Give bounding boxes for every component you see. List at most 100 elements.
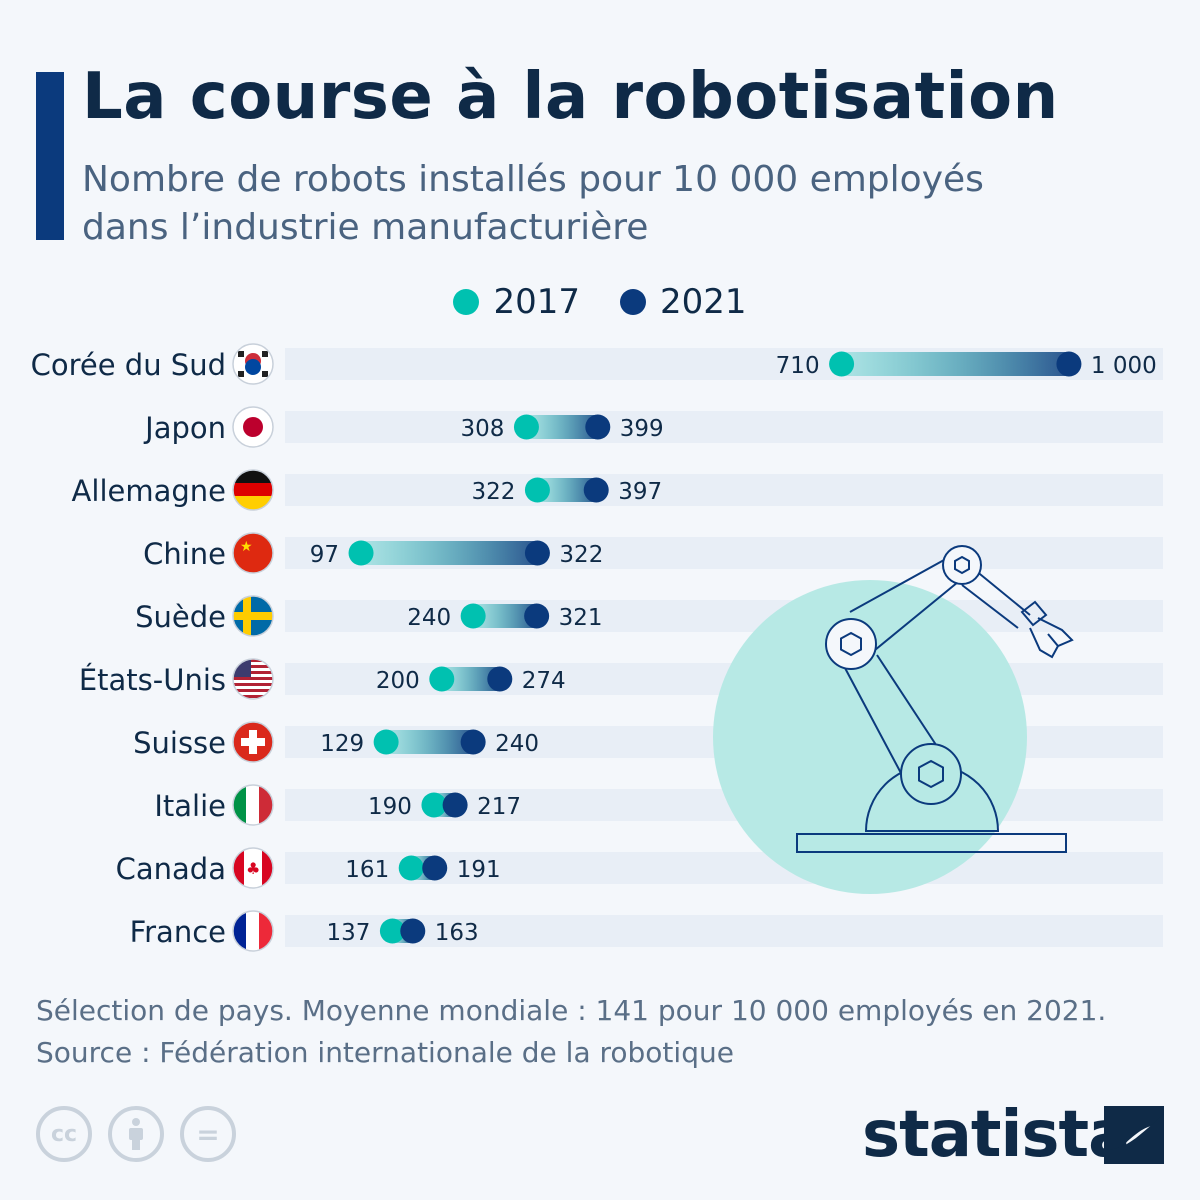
- flag-part: [233, 848, 244, 888]
- country-label: Japon: [143, 411, 226, 445]
- flag-border: [232, 721, 274, 763]
- dot-2017: [460, 603, 486, 629]
- dot-2017: [379, 918, 405, 944]
- legend-label-2017: 2017: [493, 282, 580, 322]
- dot-2021: [400, 918, 426, 944]
- flag-part: [233, 689, 273, 692]
- flag-part: [245, 359, 261, 375]
- country-label: Suède: [135, 600, 226, 634]
- robot-lower-arm: [844, 654, 943, 776]
- flag-border: [232, 469, 274, 511]
- dot-2017: [513, 414, 539, 440]
- statista-logo[interactable]: statista: [862, 1098, 1131, 1172]
- title-accent-bar: [36, 72, 64, 240]
- robot-base-plate: [796, 833, 1067, 853]
- robot-upper-arm: [849, 559, 959, 651]
- flag-border: [232, 595, 274, 637]
- dot-2021: [585, 414, 611, 440]
- flag-part: [262, 351, 268, 357]
- legend-label-2021: 2021: [660, 282, 747, 322]
- value-label-2021: 163: [435, 920, 479, 946]
- switzerland-flag-icon: [233, 722, 273, 762]
- legend: 2017 2021: [0, 282, 1200, 322]
- value-label-2021: 321: [559, 605, 603, 631]
- flag-part: [246, 911, 260, 951]
- country-label: États-Unis: [79, 663, 226, 697]
- flag-border: [232, 910, 274, 952]
- no-derivatives-icon[interactable]: =: [180, 1106, 236, 1162]
- flag-part: [233, 686, 273, 689]
- page-title: La course à la robotisation: [82, 60, 1059, 134]
- country-label: France: [130, 915, 226, 949]
- country-label: Italie: [154, 789, 226, 823]
- subtitle: Nombre de robots installés pour 10 000 e…: [82, 156, 1082, 252]
- sweden-flag-icon: [233, 596, 273, 636]
- flag-part: [233, 612, 273, 620]
- flag-part: [238, 371, 244, 377]
- flag-part: [233, 692, 273, 695]
- flag-part: [246, 785, 260, 825]
- value-label-2017: 97: [310, 542, 339, 568]
- value-label-2021: 217: [477, 794, 521, 820]
- flag-star: ★: [240, 539, 253, 555]
- robot-bolt: [918, 759, 944, 789]
- china-flag-icon: ★: [233, 533, 273, 573]
- value-label-2017: 308: [461, 416, 505, 442]
- dot-2017: [373, 729, 399, 755]
- value-label-2017: 240: [407, 605, 451, 631]
- dot-2017: [348, 540, 374, 566]
- country-label: Chine: [143, 537, 226, 571]
- robot-joint-elbow: [825, 618, 877, 670]
- flag-part: [233, 470, 273, 484]
- flag-part: [238, 351, 244, 357]
- value-label-2021: 191: [457, 857, 501, 883]
- flag-part: [233, 677, 273, 680]
- dot-2017: [398, 855, 424, 881]
- value-label-2021: 240: [495, 731, 539, 757]
- range-bar: [386, 730, 474, 754]
- value-label-2017: 137: [326, 920, 370, 946]
- flag-part: [233, 668, 273, 671]
- flag-part: [259, 911, 273, 951]
- robot-gripper: [1020, 600, 1074, 659]
- usa-flag-icon: [233, 659, 273, 699]
- dot-2017: [524, 477, 550, 503]
- legend-item-2021: 2021: [620, 282, 747, 322]
- robot-arm-illustration: [713, 545, 1074, 894]
- country-label: Allemagne: [72, 474, 226, 508]
- attribution-icon[interactable]: [108, 1106, 164, 1162]
- country-label: Corée du Sud: [31, 348, 226, 382]
- row-track: [285, 915, 1163, 947]
- range-bar: [361, 541, 538, 565]
- country-label: Canada: [116, 852, 226, 886]
- flag-part: [233, 674, 273, 677]
- dot-2021: [442, 792, 468, 818]
- flag-part: [233, 671, 273, 674]
- dot-2021: [583, 477, 609, 503]
- dot-2017: [429, 666, 455, 692]
- value-label-2017: 129: [320, 731, 364, 757]
- flag-part: [233, 659, 273, 662]
- dot-2021: [422, 855, 448, 881]
- flag-part: [241, 738, 265, 746]
- footer-source: Source : Fédération internationale de la…: [36, 1036, 734, 1069]
- value-label-2017: 161: [345, 857, 389, 883]
- flag-leaf: ♣: [246, 859, 260, 878]
- flag-part: [233, 496, 273, 510]
- flag-border: [232, 532, 274, 574]
- legend-dot-2017: [453, 289, 480, 315]
- flag-part: [244, 848, 262, 888]
- flag-part: [233, 665, 273, 668]
- value-label-2021: 274: [522, 668, 566, 694]
- value-label-2017: 322: [472, 479, 516, 505]
- country-label: Suisse: [133, 726, 226, 760]
- south-korea-flag-icon: [233, 344, 273, 384]
- cc-icon[interactable]: cc: [36, 1106, 92, 1162]
- flag-border: [232, 343, 274, 385]
- flag-part: [233, 680, 273, 683]
- robot-background-circle: [713, 580, 1027, 894]
- robot-joint-base: [900, 743, 962, 805]
- footer: Sélection de pays. Moyenne mondiale : 14…: [36, 990, 1106, 1074]
- value-label-2017: 200: [376, 668, 420, 694]
- flag-border: [232, 658, 274, 700]
